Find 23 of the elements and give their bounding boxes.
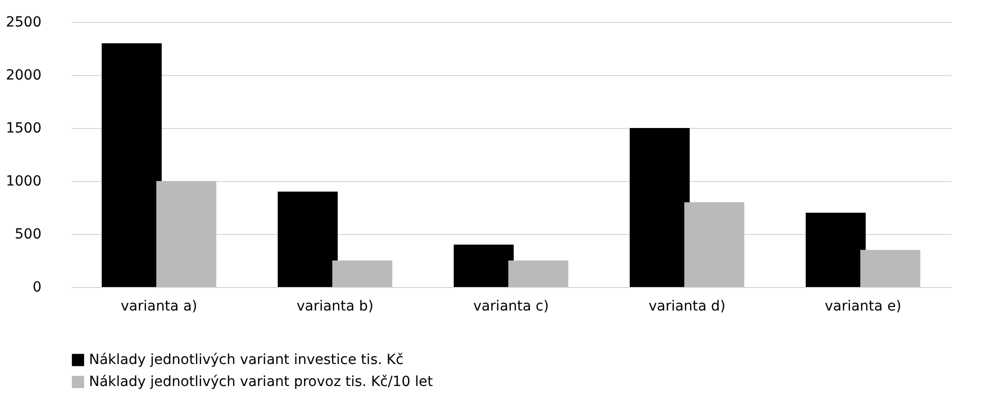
y-tick-label: 1000 (6, 174, 42, 190)
bar (806, 212, 866, 287)
bar (102, 43, 162, 287)
bar (454, 244, 514, 287)
bar (332, 260, 392, 287)
bar (860, 250, 920, 287)
y-tick-label: 500 (14, 226, 42, 242)
y-tick-label: 0 (32, 280, 42, 296)
bar (630, 128, 690, 287)
bar (156, 181, 216, 287)
y-tick-label: 1500 (6, 120, 42, 136)
y-tick-label: 2500 (6, 14, 42, 30)
bar (508, 260, 568, 287)
x-tick-label: varianta c) (473, 298, 549, 314)
legend-label: Náklady jednotlivých variant provoz tis. Kč/10 let (89, 374, 434, 390)
x-tick-label: varianta d) (648, 298, 726, 314)
bar (278, 192, 338, 287)
y-tick-label: 2000 (6, 68, 42, 84)
x-tick-label: varianta b) (296, 298, 374, 314)
bar (684, 202, 744, 287)
legend-label: Náklady jednotlivých variant investice tis. Kč (89, 352, 404, 368)
x-tick-label: varianta e) (824, 298, 902, 314)
x-tick-label: varianta a) (120, 298, 198, 314)
